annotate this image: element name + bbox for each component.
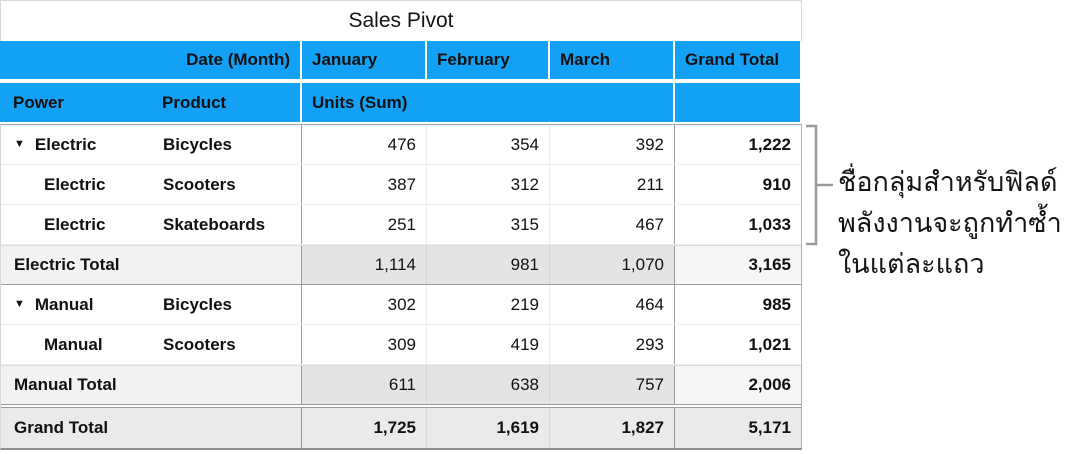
annotation-line-3: ในแต่ละแถว	[838, 249, 985, 279]
value-cell-march[interactable]: 1,827	[549, 408, 674, 448]
value-cell-january[interactable]: 476	[301, 125, 426, 164]
product-cell[interactable]	[151, 246, 301, 284]
value-cell-grand-total[interactable]: 1,033	[674, 205, 801, 244]
header-units-sum[interactable]: Units (Sum)	[300, 83, 673, 122]
value-cell-march[interactable]: 211	[549, 165, 674, 204]
header-january[interactable]: January	[300, 41, 425, 79]
header-date-month[interactable]: Date (Month)	[186, 50, 290, 69]
disclosure-triangle-icon[interactable]: ▼	[14, 138, 25, 150]
value-cell-march[interactable]: 392	[549, 125, 674, 164]
product-cell[interactable]	[151, 408, 301, 448]
row-electric-scooters: Electric Scooters 387 312 211 910	[1, 165, 801, 205]
power-cell[interactable]: Electric	[44, 174, 106, 194]
value-cell-january[interactable]: 1,725	[301, 408, 426, 448]
value-cell-february[interactable]: 638	[426, 366, 549, 404]
value-cell-february[interactable]: 219	[426, 285, 549, 324]
disclosure-triangle-icon[interactable]: ▼	[14, 298, 25, 310]
power-label: Manual	[34, 294, 94, 314]
annotation-line-1: ชื่อกลุ่มสำหรับฟิลด์	[838, 167, 1058, 197]
field-header-row: Power Product Units (Sum)	[0, 83, 800, 122]
value-cell-grand-total[interactable]: 2,006	[674, 366, 801, 404]
column-header-row: Date (Month) January February March Gran…	[0, 41, 800, 79]
value-cell-march[interactable]: 293	[549, 325, 674, 364]
grand-total-divider	[1, 405, 801, 407]
value-cell-february[interactable]: 354	[426, 125, 549, 164]
product-cell[interactable]	[151, 366, 301, 404]
row-electric-skateboards: Electric Skateboards 251 315 467 1,033	[1, 205, 801, 245]
callout-bracket	[806, 124, 833, 246]
value-cell-grand-total[interactable]: 1,222	[674, 125, 801, 164]
value-cell-grand-total[interactable]: 5,171	[674, 408, 801, 448]
value-cell-january[interactable]: 302	[301, 285, 426, 324]
value-cell-january[interactable]: 309	[301, 325, 426, 364]
product-cell[interactable]: Skateboards	[163, 214, 266, 234]
table-title[interactable]: Sales Pivot	[0, 0, 802, 41]
row-electric-total: Electric Total 1,114 981 1,070 3,165	[1, 245, 801, 285]
value-cell-february[interactable]: 1,619	[426, 408, 549, 448]
row-manual-bicycles: ▼ Manual Bicycles 302 219 464 985	[1, 285, 801, 325]
value-cell-grand-total[interactable]: 985	[674, 285, 801, 324]
row-electric-bicycles: ▼ Electric Bicycles 476 354 392 1,222	[1, 125, 801, 165]
header-product[interactable]: Product	[162, 92, 227, 112]
power-cell[interactable]: Manual	[44, 334, 103, 354]
value-cell-january[interactable]: 387	[301, 165, 426, 204]
value-cell-grand-total[interactable]: 1,021	[674, 325, 801, 364]
header-grand-total-empty	[673, 83, 800, 122]
power-label: Electric	[34, 134, 97, 154]
row-manual-total: Manual Total 611 638 757 2,006	[1, 365, 801, 405]
annotation-line-2: พลังงานจะถูกทำซ้ำ	[838, 208, 1062, 238]
power-cell[interactable]: Electric	[44, 214, 106, 234]
header-divider	[0, 122, 802, 124]
value-cell-march[interactable]: 464	[549, 285, 674, 324]
product-cell[interactable]: Scooters	[163, 174, 236, 194]
header-grand-total[interactable]: Grand Total	[673, 41, 800, 79]
grand-total-label-cell[interactable]: Grand Total	[1, 408, 151, 448]
product-cell[interactable]: Bicycles	[163, 134, 232, 154]
header-power[interactable]: Power	[13, 92, 65, 112]
value-cell-grand-total[interactable]: 910	[674, 165, 801, 204]
value-cell-january[interactable]: 611	[301, 366, 426, 404]
table-body: ▼ Electric Bicycles 476 354 392 1,222 El…	[0, 124, 802, 450]
value-cell-march[interactable]: 757	[549, 366, 674, 404]
value-cell-grand-total[interactable]: 3,165	[674, 246, 801, 284]
value-cell-march[interactable]: 1,070	[549, 246, 674, 284]
row-manual-scooters: Manual Scooters 309 419 293 1,021	[1, 325, 801, 365]
value-cell-february[interactable]: 315	[426, 205, 549, 244]
subtotal-label-cell[interactable]: Manual Total	[1, 366, 151, 404]
header-february[interactable]: February	[425, 41, 548, 79]
subtotal-label-cell[interactable]: Electric Total	[1, 246, 151, 284]
power-cell[interactable]: ▼ Manual	[1, 285, 151, 324]
row-grand-total: Grand Total 1,725 1,619 1,827 5,171	[1, 407, 801, 448]
header-march[interactable]: March	[548, 41, 673, 79]
value-cell-january[interactable]: 1,114	[301, 246, 426, 284]
sales-pivot-table: Sales Pivot Date (Month) January Februar…	[0, 0, 802, 450]
product-cell[interactable]: Bicycles	[163, 294, 232, 314]
product-cell[interactable]: Scooters	[163, 334, 236, 354]
value-cell-february[interactable]: 981	[426, 246, 549, 284]
value-cell-march[interactable]: 467	[549, 205, 674, 244]
value-cell-february[interactable]: 312	[426, 165, 549, 204]
power-cell[interactable]: ▼ Electric	[1, 125, 151, 164]
value-cell-february[interactable]: 419	[426, 325, 549, 364]
value-cell-january[interactable]: 251	[301, 205, 426, 244]
annotation-text: ชื่อกลุ่มสำหรับฟิลด์ พลังงานจะถูกทำซ้ำ ใ…	[838, 162, 1063, 285]
